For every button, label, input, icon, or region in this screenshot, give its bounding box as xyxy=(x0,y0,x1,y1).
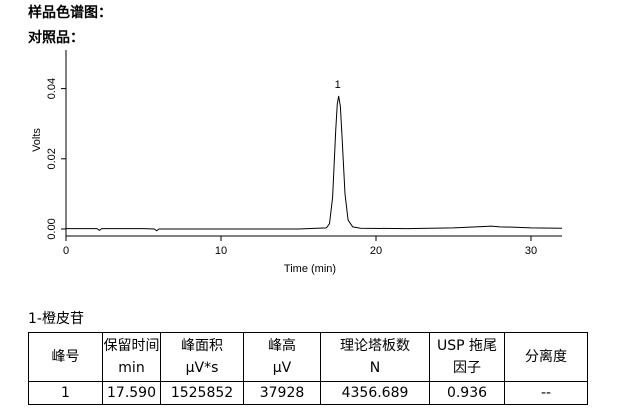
y-tick-label: 0.04 xyxy=(46,78,58,99)
table-caption: 1-橙皮苷 xyxy=(28,311,84,327)
header-cell: 峰号 xyxy=(28,332,103,382)
header-cell: USP 拖尾 因子 xyxy=(429,332,505,382)
x-tick-label: 20 xyxy=(370,245,382,257)
header-cell: 峰面积 μV*s xyxy=(160,332,244,382)
cell: -- xyxy=(504,381,588,405)
header-text: N xyxy=(369,360,381,376)
cell: 37928 xyxy=(243,381,321,405)
y-tick-label: 0.02 xyxy=(46,148,58,169)
x-tick-label: 10 xyxy=(215,245,227,257)
x-tick-label: 0 xyxy=(63,245,69,257)
header-text: 理论塔板数 xyxy=(340,338,410,354)
cell: 1 xyxy=(28,381,103,405)
x-tick-label: 30 xyxy=(525,245,537,257)
peak-label: 1 xyxy=(335,79,341,91)
header-cell: 峰高 μV xyxy=(243,332,321,382)
header-text: 峰高 xyxy=(268,338,296,354)
header-text: 保留时间 xyxy=(103,338,160,354)
header-text: min xyxy=(118,360,145,376)
cell: 0.936 xyxy=(429,381,505,405)
chart: 0 10 20 30 0.00 0.02 0.04 Time (min) Volts 1 xyxy=(31,50,563,275)
header-text: 分离度 xyxy=(525,349,567,365)
header-text: μV xyxy=(272,360,292,376)
cell: 17.590 xyxy=(102,381,161,405)
x-axis-label: Time (min) xyxy=(284,263,336,275)
data-row: 1 17.590 1525852 37928 4356.689 0.936 -- xyxy=(28,381,588,405)
header-text: 峰号 xyxy=(51,349,80,365)
y-tick-label: 0.00 xyxy=(46,218,58,239)
header-text: 因子 xyxy=(453,360,481,376)
header-text: μV*s xyxy=(185,360,219,376)
cell: 4356.689 xyxy=(320,381,430,405)
header-text: USP 拖尾 xyxy=(436,338,498,354)
header-row: 峰号 保留时间 min 峰面积 μV*s 峰高 μV 理论塔板数 N USP 拖尾 因子 分离度 xyxy=(28,332,588,382)
header-cell: 理论塔板数 N xyxy=(320,332,430,382)
header-text: 峰面积 xyxy=(181,338,223,354)
title: 样品色谱图： xyxy=(28,5,112,21)
table: 峰号 保留时间 min 峰面积 μV*s 峰高 μV 理论塔板数 N USP 拖尾 因子 分离度 1 17… xyxy=(28,332,588,405)
subtitle: 对照品： xyxy=(28,30,84,46)
header-cell: 保留时间 min xyxy=(102,332,161,382)
cell: 1525852 xyxy=(160,381,244,405)
y-axis-label: Volts xyxy=(31,128,43,152)
header-cell: 分离度 xyxy=(504,332,588,382)
chromatogram-line xyxy=(66,95,563,232)
